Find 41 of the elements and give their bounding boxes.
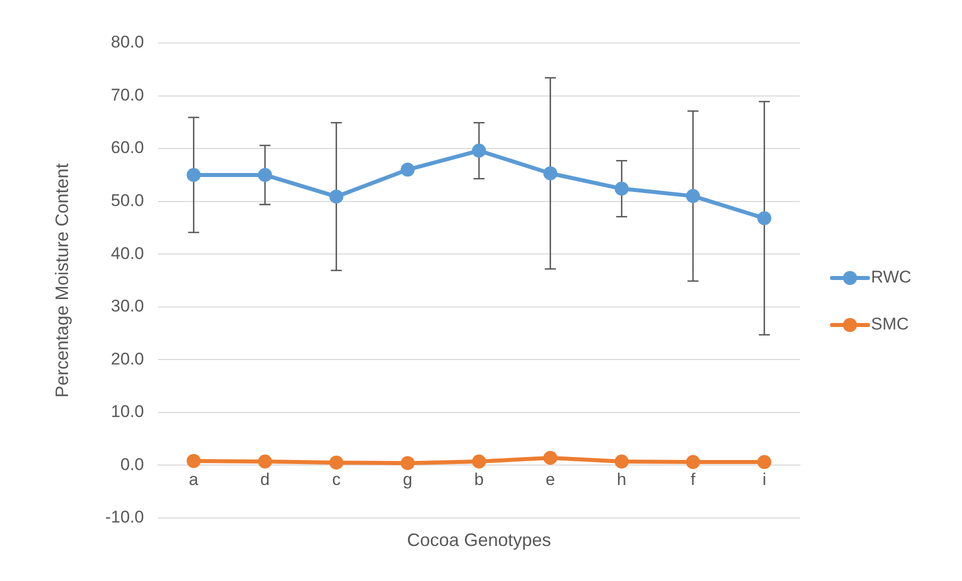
x-tick-label: c [332, 470, 342, 490]
x-axis-title: Cocoa Genotypes [406, 530, 552, 550]
y-tick-label: 60.0 [110, 138, 144, 158]
point [757, 211, 772, 226]
point [186, 454, 201, 468]
point [686, 189, 700, 204]
y-tick-label: 40.0 [110, 244, 144, 263]
x-tick-label: a [188, 470, 199, 490]
y-axis-title: Percentage Moisture Content [52, 163, 72, 398]
y-tick-label: 20.0 [110, 349, 144, 368]
y-tick-label: 30.0 [110, 296, 144, 316]
x-tick-label: e [546, 470, 556, 490]
point [400, 162, 415, 177]
y-tick-label: -10.0 [105, 508, 144, 527]
point [329, 190, 344, 204]
point [400, 456, 415, 470]
point [329, 456, 344, 470]
y-tick-label: 80.0 [110, 32, 144, 52]
point [543, 166, 558, 180]
point [614, 182, 629, 196]
x-tick-label: b [474, 470, 484, 490]
point [258, 454, 272, 469]
x-tick-label: h [616, 470, 626, 490]
x-tick-label: f [690, 470, 696, 490]
x-tick-label: i [762, 470, 766, 490]
y-tick-label: 50.0 [110, 191, 144, 210]
point [258, 168, 272, 182]
point [472, 144, 486, 158]
point [757, 455, 772, 470]
legend-label: SMC [871, 314, 909, 334]
point [543, 450, 558, 465]
legend-label: RWC [871, 268, 912, 287]
x-tick-label: g [402, 470, 412, 490]
point [614, 454, 629, 469]
y-tick-label: 0.0 [120, 454, 144, 474]
point [186, 168, 201, 182]
x-tick-label: d [260, 470, 270, 490]
point [686, 455, 700, 470]
y-tick-label: 70.0 [110, 85, 144, 104]
y-tick-label: 10.0 [110, 402, 144, 422]
point [472, 454, 486, 469]
